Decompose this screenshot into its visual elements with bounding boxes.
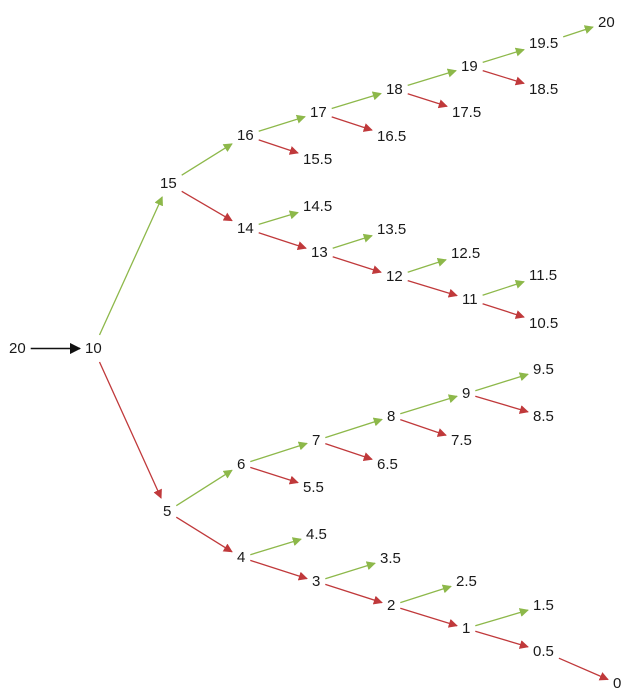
edge-down-arrow [250,466,299,485]
edge-up-arrow [250,537,302,556]
edge-down-arrow [325,583,383,605]
node-n12-5: 12.5 [451,245,480,262]
edge-up-arrow [325,417,383,439]
node-n6: 6 [237,456,245,473]
node-n18: 18 [386,81,403,98]
node-n18-5: 18.5 [529,81,558,98]
edge-down-arrow [407,93,448,109]
node-n20: 20 [598,14,615,31]
node-n8: 8 [387,408,395,425]
edge-down-arrow [400,418,447,437]
node-n9-5: 9.5 [533,361,554,378]
edges-layer [30,25,609,681]
edge-down-arrow [98,361,162,499]
edge-down-arrow [175,516,233,553]
edge-up-arrow [407,68,457,87]
edge-down-arrow [482,303,525,319]
node-n19-5: 19.5 [529,35,558,52]
edge-up-arrow [475,372,529,392]
edge-down-arrow [407,279,458,298]
node-n13-5: 13.5 [377,221,406,238]
node-n0: 0 [613,675,621,692]
node-n17-5: 17.5 [452,104,481,121]
edge-down-arrow [331,116,373,132]
node-n15-5: 15.5 [303,151,332,168]
node-n4: 4 [237,549,245,566]
node-n11-5: 11.5 [529,267,557,284]
node-n1-5: 1.5 [533,597,554,614]
node-n4-5: 4.5 [306,526,327,543]
edge-up-arrow [331,91,382,110]
edge-up-arrow [181,143,233,176]
node-n2-5: 2.5 [456,573,477,590]
edge-down-arrow [325,442,373,462]
node-n3-5: 3.5 [380,550,401,567]
node-n13: 13 [311,244,328,261]
node-n14: 14 [237,220,254,237]
edge-up-arrow [250,441,308,463]
edge-up-arrow [482,279,525,296]
edge-up-arrow [400,584,452,604]
edge-up-arrow [258,114,306,132]
edge-up-arrow [98,196,163,336]
edge-down-arrow [558,657,609,681]
node-n3: 3 [312,573,320,590]
node-n6-5: 6.5 [377,456,398,473]
node-n19: 19 [461,58,478,75]
edge-down-arrow [181,190,233,222]
node-n7-5: 7.5 [451,432,472,449]
node-n1: 1 [462,620,470,637]
edge-up-arrow [400,394,458,415]
edge-up-arrow [332,233,373,249]
node-n5: 5 [163,503,171,520]
edge-up-arrow [475,608,529,627]
node-n5-5: 5.5 [303,479,324,496]
node-n0-5: 0.5 [533,643,554,660]
edge-down-arrow [258,232,307,250]
node-n10-5: 10.5 [529,315,558,332]
node-n7: 7 [312,432,320,449]
edge-down-arrow [482,69,525,86]
node-n16: 16 [237,127,254,144]
node-n2: 2 [387,597,395,614]
edge-up-arrow [407,257,447,273]
edge-down-arrow [475,395,529,414]
node-n16-5: 16.5 [377,128,406,145]
node-n14-5: 14.5 [303,198,332,215]
edge-down-arrow [400,607,458,628]
node-n15: 15 [160,175,177,192]
node-n17: 17 [310,104,327,121]
node-n8-5: 8.5 [533,408,554,425]
edge-up-arrow [175,469,233,507]
edge-up-arrow [258,210,299,226]
edge-up-arrow [562,25,594,38]
node-n20s: 20 [9,340,26,357]
nodes-layer: 20 1015516141715.51816.51917.519.518.5201… [9,14,621,692]
edge-up-arrow [325,561,376,580]
edge-down-arrow [475,630,529,649]
node-n12: 12 [386,268,403,285]
node-n9: 9 [462,385,470,402]
node-n10: 10 [85,340,102,357]
edge-down-arrow [250,559,308,581]
edge-down-arrow [258,139,299,155]
edge-down-arrow [332,256,382,275]
edge-up-arrow [482,47,525,64]
node-n11: 11 [462,291,478,308]
